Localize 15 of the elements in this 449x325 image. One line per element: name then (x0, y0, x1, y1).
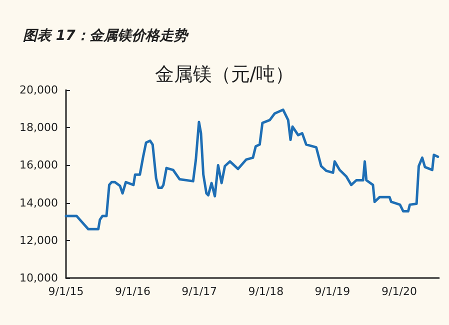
y-tick-label: 16,000 (20, 158, 58, 172)
x-tick-label: 9/1/19 (314, 285, 350, 298)
chart-title: 图表 17：金属镁价格走势 (23, 28, 190, 44)
x-tick-label: 9/1/15 (48, 285, 84, 298)
y-tick-label: 20,000 (20, 84, 58, 96)
x-tick-label: 9/1/17 (182, 285, 218, 298)
x-tick-label: 9/1/18 (248, 285, 284, 298)
x-tick-label: 9/1/20 (382, 285, 417, 298)
y-tick-label: 14,000 (20, 196, 58, 210)
y-tick-label: 12,000 (20, 234, 58, 247)
y-tick-label: 18,000 (20, 121, 58, 134)
x-tick-label: 9/1/16 (115, 285, 150, 298)
chart-subtitle: 金属镁（元/吨） (154, 64, 294, 86)
line-series (64, 108, 440, 230)
y-tick-label: 10,000 (20, 272, 58, 284)
